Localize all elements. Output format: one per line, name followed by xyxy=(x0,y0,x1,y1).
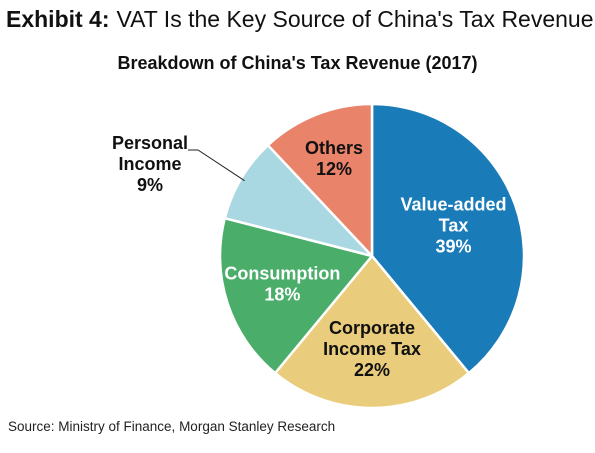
pie-slice-others xyxy=(266,102,374,258)
pie-slice-corporate-income-tax xyxy=(273,254,471,410)
slice-label-personal-income: Income xyxy=(118,154,181,174)
leader-line-personal-income xyxy=(188,149,245,182)
slice-value-value-added-tax: 39% xyxy=(435,236,471,256)
exhibit-heading: Exhibit 4: VAT Is the Key Source of China… xyxy=(6,4,594,34)
slice-value-personal-income: 9% xyxy=(137,175,163,195)
slice-label-value-added-tax: Tax xyxy=(439,215,469,235)
slice-value-corporate-income-tax: 22% xyxy=(354,360,390,380)
source-note: Source: Ministry of Finance, Morgan Stan… xyxy=(8,419,336,434)
slice-label-corporate-income-tax: Income Tax xyxy=(323,339,421,359)
pie-slice-value-added-tax xyxy=(370,102,526,375)
slice-label-personal-income: Personal xyxy=(112,133,188,153)
slice-label-others: Others xyxy=(305,138,363,158)
chart-title: Breakdown of China's Tax Revenue (2017) xyxy=(117,53,478,73)
slice-label-corporate-income-tax: Corporate xyxy=(329,318,415,338)
slice-value-consumption: 18% xyxy=(264,284,300,304)
slice-label-consumption: Consumption xyxy=(224,263,340,283)
exhibit-label: Exhibit 4: xyxy=(6,6,110,32)
slice-label-value-added-tax: Value-added xyxy=(400,194,506,214)
exhibit-title: VAT Is the Key Source of China's Tax Rev… xyxy=(116,6,594,32)
pie-slice-consumption xyxy=(218,216,374,375)
slice-value-others: 12% xyxy=(316,159,352,179)
